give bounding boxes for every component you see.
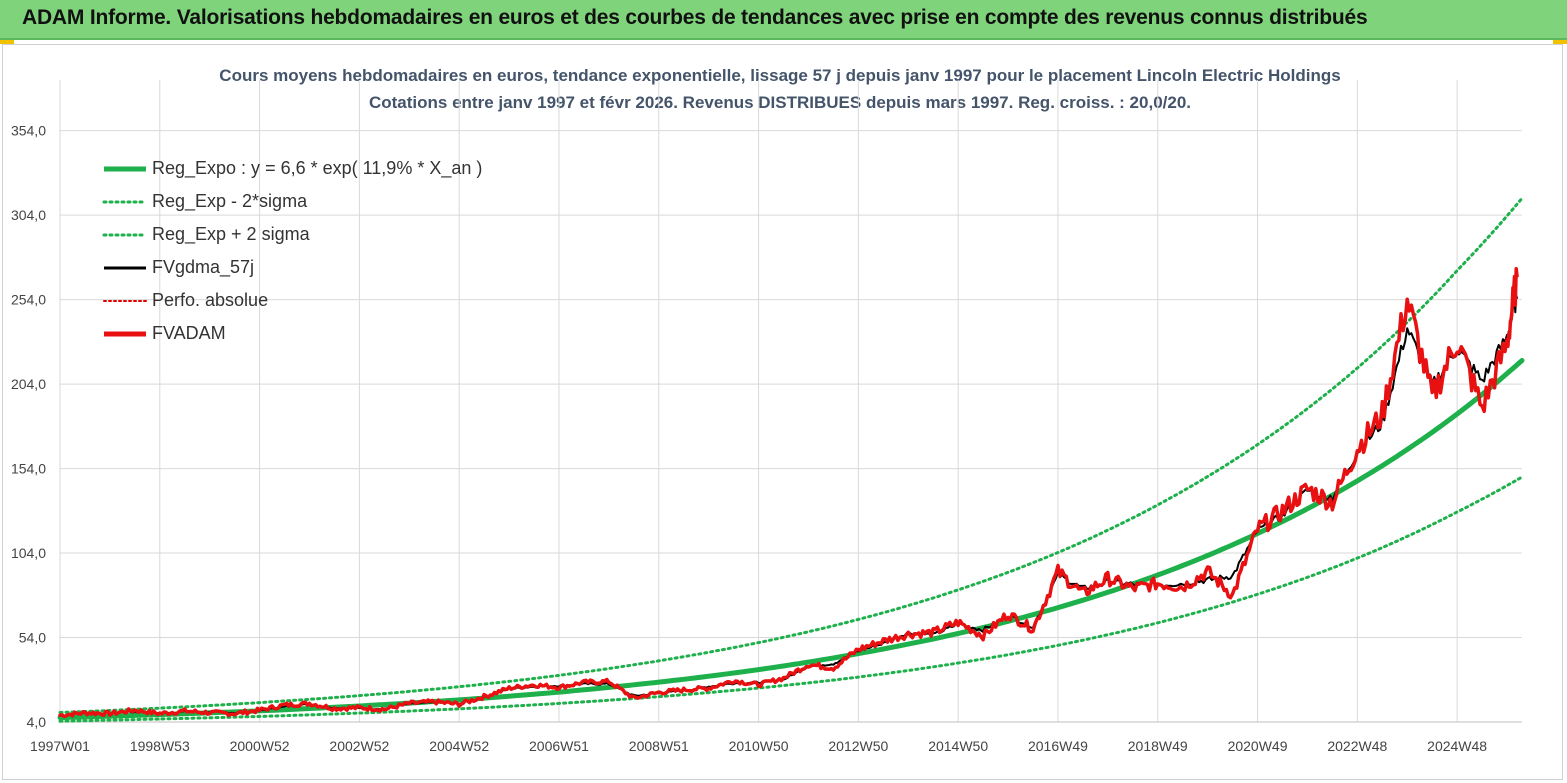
legend-swatch (100, 291, 148, 311)
legend-item: Perfo. absolue (100, 284, 482, 317)
legend-label: FVADAM (152, 323, 226, 343)
legend-swatch (100, 225, 148, 245)
fvadam-line (58, 266, 1519, 719)
x-axis: 1997W01 1998W53 2000W52 2002W52 2004W52 2006W… (30, 721, 1522, 754)
x-tick-label: 2006W51 (529, 738, 589, 754)
x-tick-label: 2004W52 (429, 738, 489, 754)
x-tick-label: 2020W49 (1228, 738, 1288, 754)
x-tick-label: 1998W53 (130, 738, 190, 754)
x-tick-label: 2016W49 (1028, 738, 1088, 754)
reg-expo-line (57, 358, 1525, 721)
legend-item: FVADAM (100, 317, 482, 350)
x-tick-label: 2022W48 (1327, 738, 1387, 754)
corner-mark-right (1553, 40, 1567, 44)
chart-subtitle: Cotations entre janv 1997 et févr 2026. … (369, 93, 1191, 112)
corner-mark-left (0, 40, 14, 44)
reg-plus-2sigma-line (58, 196, 1524, 714)
y-tick-label: 154,0 (11, 461, 46, 477)
y-tick-label: 254,0 (11, 292, 46, 308)
x-tick-label: 1997W01 (30, 738, 90, 754)
legend-label: Reg_Exp + 2 sigma (152, 224, 310, 244)
grid (59, 80, 1522, 723)
series-group (57, 196, 1525, 723)
banner-title: ADAM Informe. Valorisations hebdomadaire… (22, 6, 1368, 29)
legend-label: Reg_Exp - 2*sigma (152, 191, 308, 211)
legend-swatch (100, 159, 148, 179)
y-tick-label: 304,0 (11, 207, 46, 223)
chart-title: Cours moyens hebdomadaires en euros, ten… (219, 66, 1340, 85)
legend-swatch (100, 324, 148, 344)
x-tick-label: 2008W51 (629, 738, 689, 754)
y-tick-label: 354,0 (11, 123, 46, 139)
x-tick-label: 2018W49 (1128, 738, 1188, 754)
y-tick-label: 4,0 (27, 714, 47, 730)
x-tick-label: 2012W50 (828, 738, 888, 754)
banner: ADAM Informe. Valorisations hebdomadaire… (0, 0, 1567, 40)
legend-label: FVgdma_57j (152, 257, 255, 277)
x-tick-label: 2014W50 (928, 738, 988, 754)
x-tick-label: 2010W50 (729, 738, 789, 754)
reg-minus-2sigma-line (58, 475, 1524, 723)
x-tick-label: 2002W52 (329, 738, 389, 754)
legend-swatch (100, 192, 148, 212)
y-axis: 4,0 54,0 104,0 154,0 204,0 254,0 304,0 354,0 (11, 123, 46, 730)
legend: Reg_Expo : y = 6,6 * exp( 11,9% * X_an )… (100, 152, 482, 350)
legend-item: Reg_Exp - 2*sigma (100, 185, 482, 218)
legend-label: Perfo. absolue (152, 290, 269, 310)
x-tick-label: 2024W48 (1427, 738, 1487, 754)
y-tick-label: 104,0 (11, 545, 46, 561)
chart-frame (2, 44, 1563, 780)
legend-item: FVgdma_57j (100, 251, 482, 284)
x-tick-label: 2000W52 (230, 738, 290, 754)
legend-item: Reg_Expo : y = 6,6 * exp( 11,9% * X_an ) (100, 152, 482, 185)
legend-item: Reg_Exp + 2 sigma (100, 218, 482, 251)
legend-swatch (100, 258, 148, 278)
y-tick-label: 204,0 (11, 376, 46, 392)
legend-label: Reg_Expo : y = 6,6 * exp( 11,9% * X_an ) (152, 158, 483, 178)
y-tick-label: 54,0 (19, 630, 46, 646)
